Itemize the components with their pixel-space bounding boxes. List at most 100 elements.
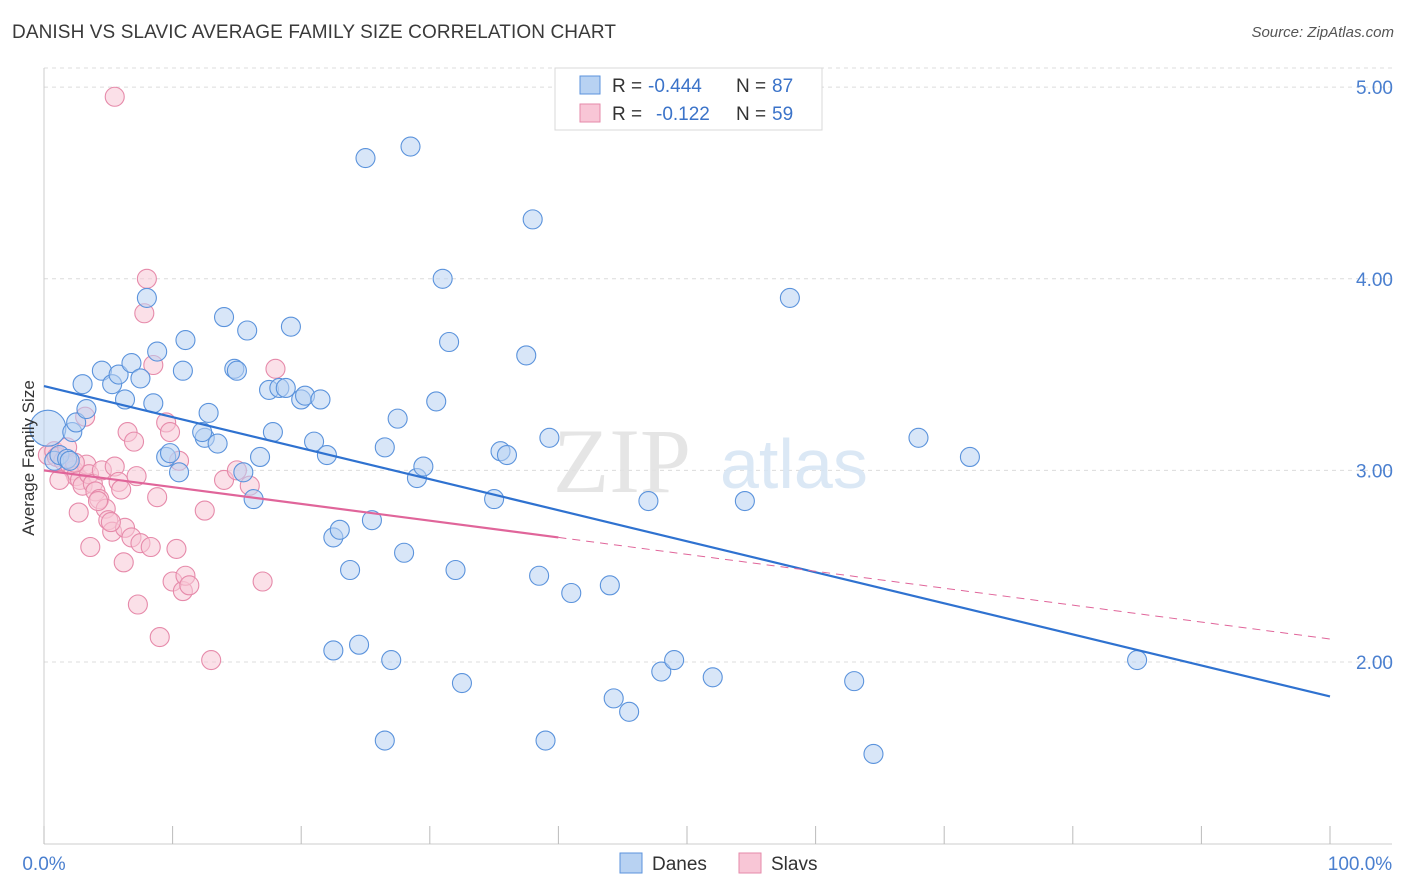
danes-point [451,673,473,694]
danes-trend-line [43,384,1331,698]
danes-point [535,730,556,751]
slavs-point [100,512,121,533]
danes-point [439,331,460,353]
danes-point [355,148,376,169]
y-tick-labels: 2.00 3.00 4.00 5.00 [1356,78,1393,674]
legend-slavs-n-label: N = [736,104,766,125]
danes-point [529,565,550,586]
x-tick-label-max: 100.0% [1328,854,1393,875]
danes-point [121,353,142,374]
danes-point [664,650,685,671]
slavs-point [179,575,200,596]
danes-point [280,316,301,337]
slavs-point [149,627,170,648]
danes-point [72,374,93,395]
danes-point [310,389,331,410]
danes-point [496,444,518,466]
danes-point [172,360,193,381]
danes-point [539,427,560,448]
slavs-point [123,431,145,452]
danes-point [147,341,168,362]
legend-danes-n-label: N = [736,76,766,97]
danes-point [329,519,350,540]
danes-point [651,661,672,682]
grid-lines [44,67,1392,663]
danes-point [108,364,129,385]
slavs-point [159,421,181,443]
trend-lines [43,384,1331,698]
slavs-point [252,571,273,592]
danes-point [561,582,582,604]
danes-point [400,136,421,157]
danes-point [198,402,219,423]
watermark-zip: ZIP [553,410,691,512]
danes-point [76,399,97,420]
danes-point [381,650,402,671]
danes-point [863,743,884,764]
danes-point [638,490,659,512]
danes-point [59,450,80,471]
legend-slavs-r-value: -0.122 [656,104,710,125]
x-ticks [43,826,1331,844]
legend-slavs-n-value: 59 [772,104,793,125]
slavs-point [113,552,134,573]
slavs-point [80,536,101,558]
slavs-point [147,487,168,508]
slavs-point [140,536,161,558]
danes-point [603,688,624,709]
y-tick-label: 3.00 [1356,461,1393,482]
danes-point [599,575,620,596]
danes-point [734,490,755,512]
y-tick-label: 5.00 [1356,78,1393,99]
danes-point [237,320,258,341]
slavs-trend-line-extrapolated [558,536,1331,640]
y-axis-title: Average Family Size [19,380,38,536]
danes-point [426,391,447,412]
danes-point [1127,650,1148,671]
axes [43,68,1392,845]
danes-point [130,368,151,389]
danes-point [275,377,296,399]
legend-danes-r-label: R = [612,76,642,97]
slavs-point [68,502,89,523]
danes-point [361,510,382,531]
slavs-point [127,594,148,615]
danes-point [213,307,235,328]
danes-point [908,427,929,448]
danes-point [413,456,434,477]
danes-point [340,559,361,581]
danes-point [207,433,228,454]
danes-point [249,446,271,468]
watermark: ZIP atlas [553,410,868,512]
danes-point [779,287,800,308]
source-label: Source: ZipAtlas.com [1251,24,1394,41]
slavs-point [265,358,286,379]
slavs-point [166,538,187,559]
bottom-legend-swatch-danes [619,852,643,874]
legend-swatch-slavs [579,103,601,123]
y-tick-label: 4.00 [1356,270,1393,291]
bottom-legend-slavs: Slavs [771,854,817,875]
danes-point [959,446,980,468]
slavs-trend-line [43,469,559,539]
slavs-point [49,469,70,491]
legend-danes-r-value: -0.444 [648,76,702,97]
danes-point [226,360,247,381]
slavs-point [87,490,109,512]
slavs-point [111,479,132,500]
danes-point [387,408,408,429]
danes-point [432,268,453,289]
y-tick-label: 2.00 [1356,653,1393,674]
danes-point [136,287,157,308]
danes-point [522,209,543,230]
danes-point [66,412,87,433]
danes-point [516,345,537,366]
correlation-legend: R = -0.444 N = 87 R = -0.122 N = 59 [554,67,823,131]
danes-point [445,559,466,581]
legend-swatch-danes [579,75,601,95]
chart-title: DANISH VS SLAVIC AVERAGE FAMILY SIZE COR… [12,22,617,43]
danes-point [192,421,213,443]
legend-slavs-r-label: R = [612,104,642,125]
legend-danes-n-value: 87 [772,76,793,97]
